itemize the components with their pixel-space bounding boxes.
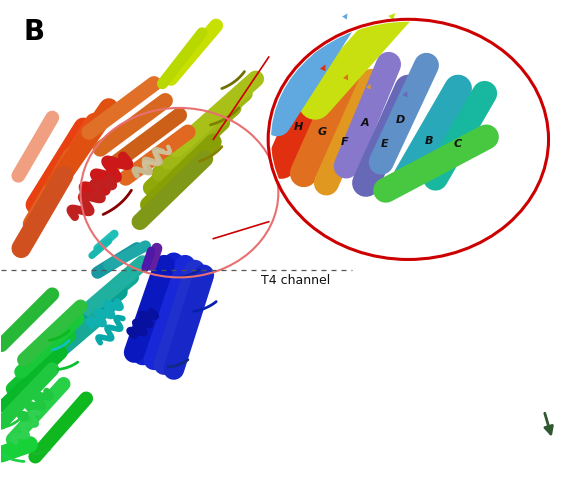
Text: H: H [294, 122, 303, 132]
Text: B: B [424, 136, 433, 146]
Text: T4 channel: T4 channel [261, 274, 331, 287]
Text: F: F [341, 137, 349, 147]
Text: A: A [361, 118, 369, 129]
Text: B: B [24, 19, 45, 46]
Text: D: D [396, 114, 405, 125]
Text: E: E [381, 139, 389, 149]
Text: G: G [318, 127, 327, 137]
Circle shape [268, 19, 549, 260]
Text: C: C [454, 139, 462, 149]
